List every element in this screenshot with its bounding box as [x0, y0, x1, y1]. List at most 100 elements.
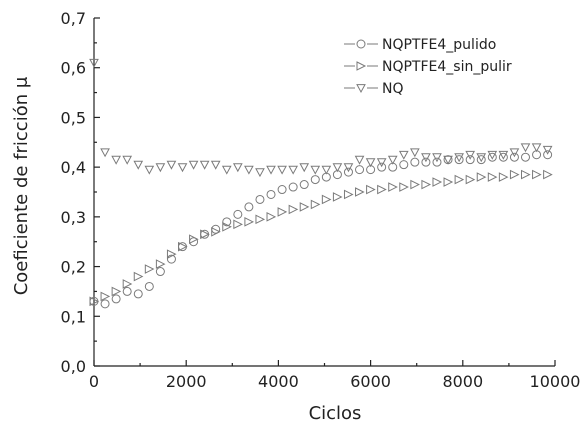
point-triangle-right — [410, 179, 420, 190]
point-triangle-right — [244, 217, 255, 227]
point-triangle-down — [498, 150, 509, 160]
x-tick-label: 10000 — [530, 372, 581, 391]
legend-label: NQPTFE4_pulido — [382, 37, 496, 53]
point-triangle-right — [211, 226, 221, 237]
point-circle — [543, 150, 553, 160]
point-triangle-right — [111, 286, 122, 297]
point-triangle-right — [266, 212, 277, 222]
point-circle — [509, 152, 519, 162]
point-triangle-right — [233, 219, 243, 230]
point-circle — [244, 202, 254, 212]
y-axis-ticks: 0,0 0,1 0,2 0,3 0,4 0,5 0,6 0,7 — [61, 9, 100, 376]
point-triangle-right — [509, 169, 520, 180]
point-circle — [465, 155, 475, 165]
point-triangle-right — [476, 172, 487, 182]
legend-marker-triangle-down — [356, 84, 366, 94]
data-marks — [89, 58, 553, 309]
point-circle — [476, 155, 486, 165]
point-circle — [454, 155, 464, 165]
point-triangle-right — [532, 169, 542, 180]
point-triangle-right — [155, 259, 166, 269]
point-triangle-right — [178, 241, 188, 252]
point-circle — [255, 194, 265, 204]
point-triangle-right — [288, 204, 299, 215]
y-tick-label: 0,7 — [61, 9, 86, 28]
point-circle — [288, 182, 298, 192]
point-triangle-right — [122, 279, 133, 289]
point-circle — [200, 229, 210, 239]
point-circle — [166, 254, 176, 264]
point-triangle-down — [354, 155, 365, 165]
point-triangle-down — [277, 165, 287, 175]
point-triangle-right — [321, 194, 332, 205]
point-triangle-right — [520, 169, 531, 180]
point-triangle-down — [299, 163, 310, 173]
point-triangle-right — [166, 249, 177, 259]
x-tick-label: 6000 — [350, 372, 391, 391]
point-triangle-down — [166, 160, 177, 170]
point-triangle-right — [421, 179, 432, 190]
point-triangle-down — [133, 160, 144, 170]
legend-label: NQPTFE4_sin_pulir — [382, 59, 512, 75]
point-triangle-right — [388, 182, 398, 192]
point-triangle-right — [200, 229, 210, 240]
point-circle — [498, 152, 508, 162]
point-triangle-down — [365, 158, 376, 168]
legend-label: NQ — [382, 81, 404, 97]
point-triangle-right — [543, 169, 553, 180]
point-triangle-right — [222, 221, 232, 232]
point-triangle-down — [332, 163, 343, 173]
point-triangle-down — [487, 150, 498, 160]
point-circle — [266, 189, 276, 199]
point-triangle-down — [410, 148, 420, 158]
point-triangle-right — [299, 202, 310, 212]
point-triangle-down — [531, 143, 542, 153]
y-tick-label: 0,2 — [61, 258, 86, 277]
point-triangle-right — [133, 271, 144, 282]
point-circle — [111, 294, 121, 304]
point-triangle-down — [387, 155, 398, 165]
point-triangle-right — [189, 234, 199, 245]
point-triangle-down — [343, 163, 354, 173]
point-triangle-right — [343, 189, 354, 200]
point-circle — [155, 267, 165, 277]
point-triangle-down — [122, 155, 133, 165]
point-triangle-down — [266, 165, 276, 175]
point-triangle-right — [487, 172, 498, 182]
point-triangle-down — [376, 158, 387, 168]
point-circle — [277, 185, 287, 195]
y-tick-label: 0,0 — [61, 357, 86, 376]
y-tick-label: 0,3 — [61, 208, 86, 227]
point-circle — [399, 160, 409, 170]
point-triangle-down — [443, 155, 453, 165]
point-circle — [355, 165, 365, 175]
point-triangle-right — [355, 187, 365, 197]
point-triangle-right — [454, 174, 465, 185]
point-circle — [421, 157, 431, 167]
point-circle — [233, 209, 243, 219]
point-triangle-down — [177, 163, 188, 173]
point-triangle-down — [199, 160, 210, 170]
point-triangle-right — [498, 172, 509, 182]
point-triangle-right — [377, 184, 387, 195]
point-triangle-down — [476, 153, 487, 163]
point-circle — [178, 242, 188, 252]
point-triangle-right — [366, 184, 376, 195]
point-circle — [299, 180, 309, 190]
point-circle — [487, 152, 497, 162]
x-tick-label: 0 — [89, 372, 99, 391]
point-circle — [443, 155, 453, 165]
point-triangle-down — [221, 165, 232, 175]
point-triangle-right — [144, 264, 155, 274]
y-tick-label: 0,6 — [61, 59, 86, 78]
y-tick-label: 0,4 — [61, 158, 86, 177]
point-triangle-down — [310, 165, 321, 175]
series-NQPTFE4_sin_pulir — [89, 169, 553, 307]
point-triangle-down — [421, 153, 431, 163]
point-triangle-right — [310, 199, 321, 210]
y-tick-label: 0,1 — [61, 307, 86, 326]
legend: NQPTFE4_pulido NQPTFE4_sin_pulir NQ — [344, 37, 512, 97]
point-circle — [133, 289, 143, 299]
point-circle — [222, 217, 232, 227]
